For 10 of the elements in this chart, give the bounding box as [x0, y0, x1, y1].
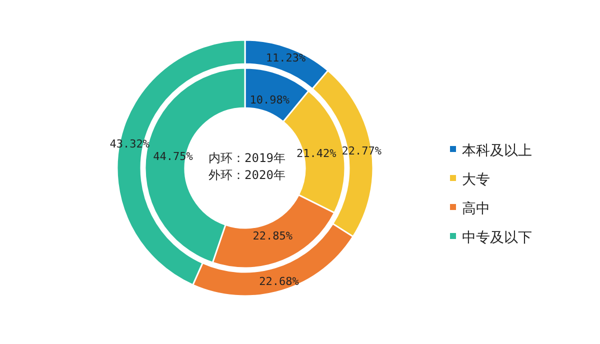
- legend-label: 高中: [462, 201, 490, 217]
- legend-label: 中专及以下: [462, 230, 532, 246]
- text: 内环：2019年: [208, 151, 286, 165]
- text: 外环：2020年: [208, 168, 286, 182]
- data-label: 22.85%: [252, 230, 293, 243]
- legend-label: 大专: [462, 172, 490, 188]
- data-label: 11.23%: [266, 51, 306, 64]
- data-label: 10.98%: [250, 93, 290, 106]
- data-label: 22.68%: [259, 274, 300, 288]
- legend-label: 本科及以上: [462, 143, 532, 159]
